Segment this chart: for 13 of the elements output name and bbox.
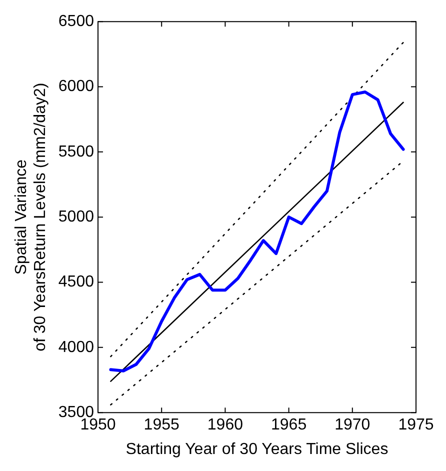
x-tick-label: 1955 bbox=[144, 416, 180, 434]
y-tick-label: 6500 bbox=[58, 13, 94, 30]
y-tick-label: 5500 bbox=[58, 143, 94, 160]
y-axis-title: Spatial Variance of 30 YearsReturn Levels (mm2/day2) bbox=[13, 82, 50, 352]
x-tick-label: 1960 bbox=[207, 416, 244, 434]
x-tick-label: 1975 bbox=[398, 416, 434, 434]
x-tick-label: 1965 bbox=[271, 416, 307, 434]
y-tick-label: 5000 bbox=[58, 208, 94, 226]
x-tick-label: 1970 bbox=[334, 416, 370, 434]
y-tick-label: 4000 bbox=[58, 338, 94, 356]
y-tick-label: 4500 bbox=[58, 274, 94, 291]
x-axis-title: Starting Year of 30 Years Time Slices bbox=[126, 440, 388, 458]
y-tick-label: 6000 bbox=[58, 78, 94, 96]
